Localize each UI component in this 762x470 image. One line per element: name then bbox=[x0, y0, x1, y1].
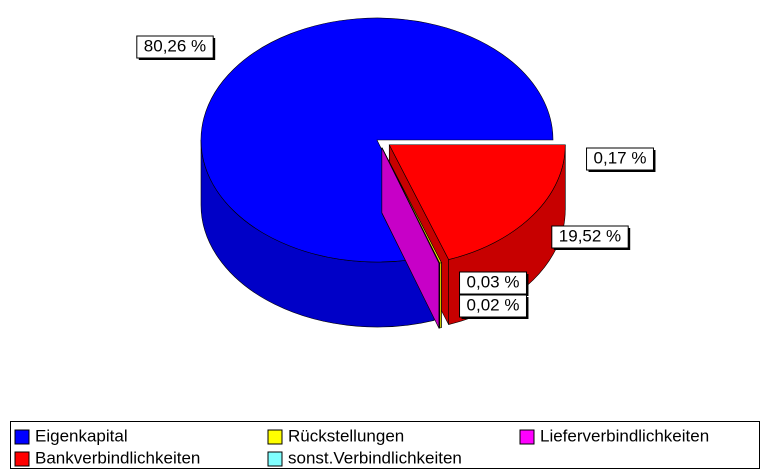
legend-swatch bbox=[14, 429, 30, 445]
legend-swatch bbox=[267, 429, 283, 445]
legend-swatch bbox=[14, 451, 30, 467]
value-label: 0,17 % bbox=[594, 148, 647, 167]
legend-label: Eigenkapital bbox=[35, 426, 128, 445]
legend-box bbox=[10, 421, 760, 469]
value-label: 0,02 % bbox=[467, 295, 520, 314]
slice-top bbox=[388, 144, 566, 260]
slice bbox=[200, 17, 554, 328]
value-label: 0,03 % bbox=[467, 272, 520, 291]
legend-label: sonst.Verbindlichkeiten bbox=[288, 448, 462, 467]
legend-swatch bbox=[519, 429, 535, 445]
slice-side bbox=[439, 262, 442, 329]
slice-top bbox=[381, 147, 440, 264]
legend-label: Bankverbindlichkeiten bbox=[35, 448, 200, 467]
value-label: 19,52 % bbox=[559, 226, 621, 245]
legend-label: Lieferverbindlichkeiten bbox=[540, 426, 709, 445]
value-label-box bbox=[586, 147, 654, 171]
legend-swatch bbox=[267, 451, 283, 467]
slice bbox=[381, 147, 440, 329]
value-label-box bbox=[136, 35, 214, 59]
slice-top bbox=[200, 17, 554, 263]
value-label-box bbox=[551, 225, 629, 249]
value-label-box bbox=[459, 271, 527, 295]
legend-label: Rückstellungen bbox=[288, 426, 404, 445]
value-label: 80,26 % bbox=[144, 36, 206, 55]
value-label-box bbox=[459, 294, 527, 318]
